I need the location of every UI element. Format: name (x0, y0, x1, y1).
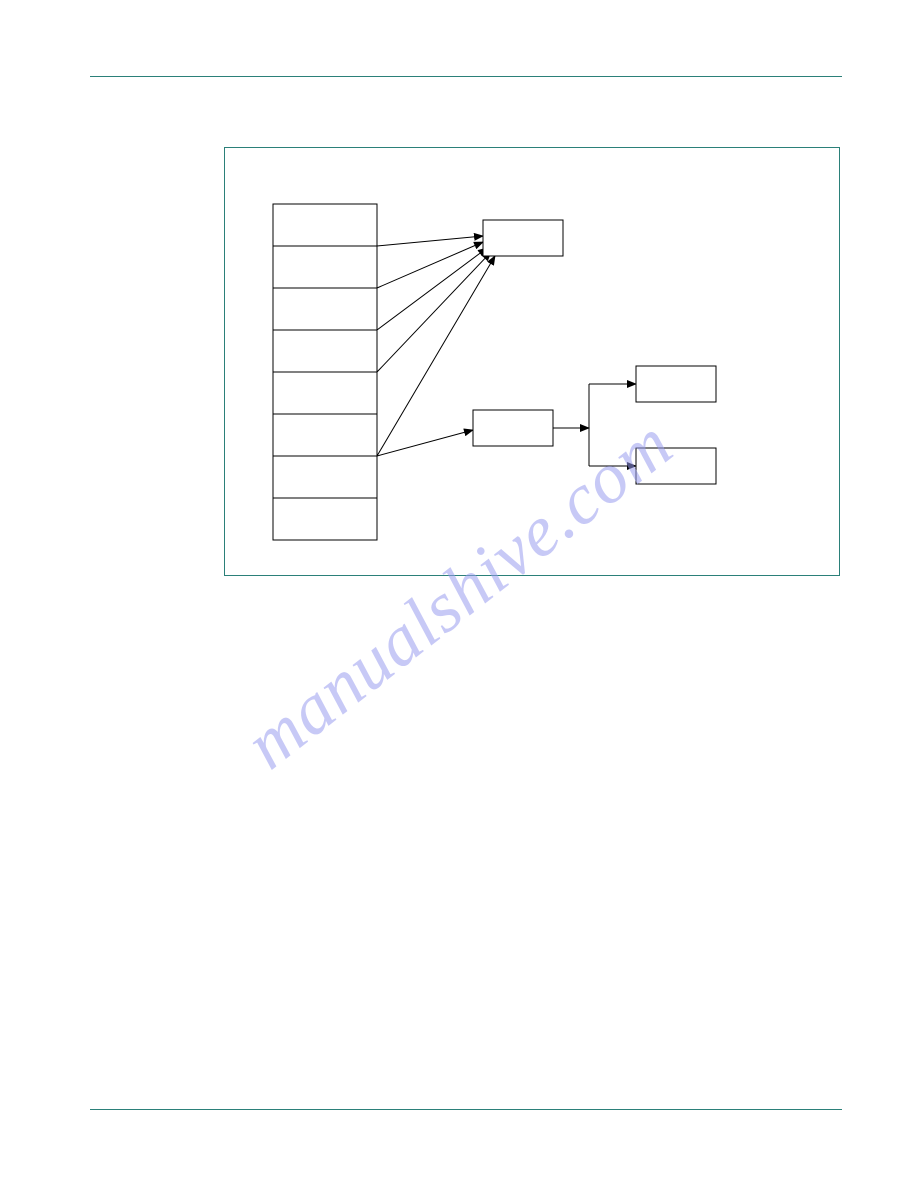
edge (377, 252, 491, 372)
node-r5 (273, 372, 377, 414)
node-r2 (273, 246, 377, 288)
edge (377, 430, 473, 456)
header-rule (90, 76, 842, 77)
node-r3 (273, 288, 377, 330)
edge (377, 236, 483, 246)
node-r4 (273, 330, 377, 372)
node-out1 (636, 366, 716, 402)
page: manualshive.com (0, 0, 918, 1188)
edge (377, 248, 487, 330)
edge (377, 242, 483, 288)
diagram-frame (224, 147, 840, 576)
node-r8 (273, 498, 377, 540)
node-r6 (273, 414, 377, 456)
footer-rule (90, 1109, 842, 1110)
nodes-group (273, 204, 716, 540)
node-mid (473, 410, 553, 446)
flowchart-svg (225, 148, 841, 577)
node-r7 (273, 456, 377, 498)
node-top (483, 220, 563, 256)
node-r1 (273, 204, 377, 246)
node-out2 (636, 448, 716, 484)
